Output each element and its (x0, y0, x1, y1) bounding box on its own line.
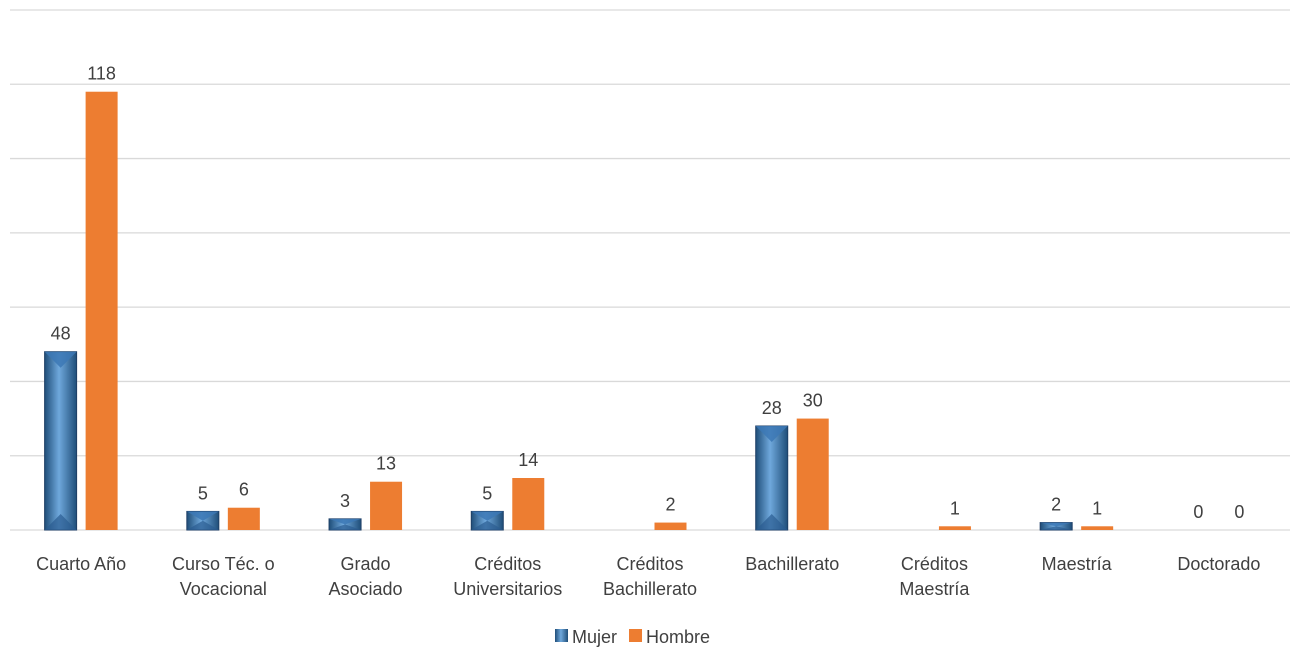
bar-mujer (755, 425, 789, 531)
category-label: Grado Asociado (329, 554, 403, 599)
data-label: 0 (1193, 502, 1203, 522)
data-label: 30 (803, 391, 823, 411)
category-label: Maestría (1042, 554, 1113, 574)
data-label: 1 (1092, 498, 1102, 518)
category-labels: Cuarto Año Curso Téc. o Vocacional Grado Aso… (36, 554, 1260, 599)
legend: Mujer Hombre (555, 627, 710, 647)
legend-swatch (629, 629, 643, 642)
data-label: 118 (87, 64, 116, 84)
data-label: 14 (518, 450, 538, 470)
data-label: 2 (665, 495, 675, 515)
bar-mujer (44, 351, 78, 531)
category-label: Créditos Bachillerato (603, 554, 697, 599)
data-label: 3 (340, 491, 350, 511)
data-label: 28 (762, 398, 782, 418)
bar-mujer (470, 510, 504, 531)
bar-hombre (938, 526, 971, 530)
data-label: 48 (51, 324, 71, 344)
category-label: Créditos Universitarios (453, 554, 562, 599)
data-label: 13 (376, 454, 396, 474)
data-label: 5 (482, 483, 492, 503)
data-label: 0 (1234, 502, 1244, 522)
bar-hombre (796, 418, 829, 530)
category-label: Cuarto Año (36, 554, 126, 574)
category-label: Créditos Maestría (899, 554, 970, 599)
bar-hombre (654, 522, 687, 530)
bar-hombre (1081, 526, 1114, 530)
category-label: Doctorado (1177, 554, 1260, 574)
legend-label: Hombre (646, 627, 710, 647)
bars (44, 91, 1114, 531)
legend-item: Hombre (629, 627, 710, 647)
bar-hombre (512, 478, 545, 530)
bar-mujer (328, 518, 362, 531)
bar-mujer (1039, 522, 1073, 531)
category-label: Bachillerato (745, 554, 839, 574)
bar-hombre (227, 507, 260, 530)
data-label: 2 (1051, 495, 1061, 515)
category-label: Curso Téc. o Vocacional (172, 554, 275, 599)
gridlines (10, 9, 1290, 531)
legend-swatch (555, 629, 568, 642)
data-label: 6 (239, 480, 249, 500)
legend-label: Mujer (572, 627, 617, 647)
data-label: 5 (198, 483, 208, 503)
bar-hombre (85, 91, 118, 530)
data-label: 1 (950, 498, 960, 518)
bar-mujer (186, 510, 220, 531)
legend-item: Mujer (555, 627, 617, 647)
data-labels: 48 118 5 6 3 13 5 14 2 28 30 1 2 1 0 0 (51, 64, 1245, 522)
bar-hombre (370, 481, 403, 530)
